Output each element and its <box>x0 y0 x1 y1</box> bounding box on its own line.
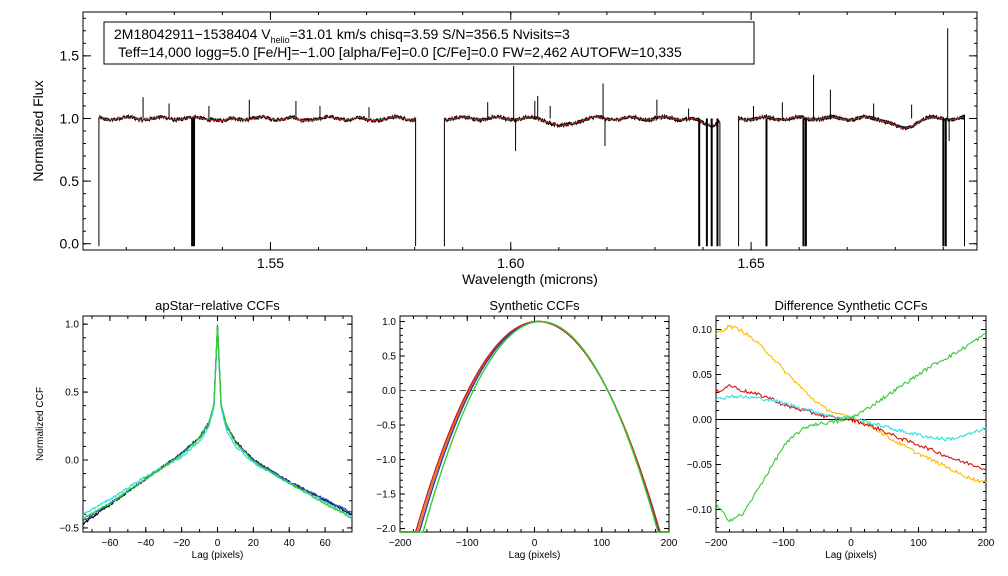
synthetic-ccf-visit-2 <box>400 320 669 533</box>
x-tick-label: 1.55 <box>257 255 284 271</box>
x-tick-label: 1.60 <box>497 255 524 271</box>
spectrum-data-chip-1 <box>98 113 417 247</box>
plot-frame <box>715 315 987 533</box>
x-axis-label: Lag (pixels) <box>192 550 244 561</box>
x-tick-label: −40 <box>137 538 154 549</box>
y-tick-label: 0.5 <box>382 352 396 363</box>
panel-title: apStar−relative CCFs <box>155 298 280 313</box>
difference-ccf-panel: −200 −100 0 100 200 −0.10 −0.05 0.00 0.05 0.10 Dif… <box>687 298 995 561</box>
synthetic-ccf-combined <box>400 320 669 533</box>
y-tick-label: −2.0 <box>376 524 396 535</box>
x-tick-label: 0 <box>215 538 221 549</box>
x-tick-label: 1.65 <box>737 255 764 271</box>
x-tick-label: 100 <box>910 538 927 549</box>
y-tick-label: −0.10 <box>687 505 713 516</box>
x-tick-label: 0 <box>848 538 854 549</box>
ccf-series-visit-3 <box>82 330 353 518</box>
y-tick-label: 0.0 <box>382 386 396 397</box>
y-tick-label: 1.0 <box>60 110 80 126</box>
spectrum-model-chip-3 <box>738 116 965 129</box>
x-axis-label: Wavelength (microns) <box>462 271 598 287</box>
x-axis-label: Lag (pixels) <box>509 550 561 561</box>
y-tick-label: 0.10 <box>693 325 713 336</box>
x-axis-label: Lag (pixels) <box>825 550 877 561</box>
spectrum-panel: 1.55 1.60 1.65 0.0 0.5 1.0 1.5 Wavelength (micr… <box>30 11 978 287</box>
x-tick-label: −100 <box>772 538 795 549</box>
x-tick-label: −100 <box>456 538 479 549</box>
x-tick-label: 200 <box>978 538 995 549</box>
info-box <box>103 21 755 65</box>
y-tick-label: −1.5 <box>376 490 396 501</box>
ccf-series-combined <box>82 324 353 520</box>
synthetic-ccf-panel: −200 −100 0 100 200 −2.0 −1.5 −1.0 −0.5 0.0 0.5 1.0… <box>376 298 678 561</box>
x-tick-label: 40 <box>284 538 296 549</box>
x-tick-label: −60 <box>101 538 118 549</box>
y-tick-label: 0.05 <box>693 370 713 381</box>
info-line-2: Teff=14,000 logg=5.0 [Fe/H]=−1.00 [alpha… <box>118 44 682 60</box>
y-tick-label: −1.0 <box>376 455 396 466</box>
x-tick-label: 20 <box>248 538 260 549</box>
y-tick-label: −0.5 <box>59 523 79 534</box>
y-tick-label: 1.0 <box>382 317 396 328</box>
x-tick-label: 0 <box>532 538 538 549</box>
x-tick-label: −20 <box>173 538 190 549</box>
x-tick-label: 100 <box>593 538 610 549</box>
y-axis-label: Normalized CCF <box>35 387 46 461</box>
apstar-ccf-panel: −60 −40 −20 0 20 40 60 −0.5 0.0 0.5 1.0 apStar−rela… <box>35 298 353 561</box>
info-parameters: =31.01 km/s chisq=3.59 S/N=356.5 Nvisits… <box>290 26 570 42</box>
spectrum-model-chip-2 <box>444 116 721 127</box>
info-line-1: 2M18042911−1538404 Vhelio=31.01 km/s chi… <box>114 26 570 45</box>
x-tick-label: 60 <box>320 538 332 549</box>
x-tick-label: −200 <box>705 538 728 549</box>
y-tick-label: 0.5 <box>60 173 80 189</box>
y-tick-label: 0.5 <box>65 388 79 399</box>
y-tick-label: 1.0 <box>65 320 79 331</box>
info-star-id: 2M18042911−1538404 V <box>114 26 271 42</box>
y-tick-label: 0.00 <box>693 415 713 426</box>
spectrum-model-chip-1 <box>98 116 416 122</box>
y-tick-label: 0.0 <box>65 456 79 467</box>
spectrum-data-chip-2 <box>443 113 721 247</box>
y-axis-label: Normalized Flux <box>30 80 46 181</box>
y-tick-label: −0.5 <box>376 421 396 432</box>
y-tick-label: 1.5 <box>60 48 80 64</box>
y-tick-label: 0.0 <box>60 236 80 252</box>
synthetic-ccf-visit-1 <box>400 320 669 533</box>
y-tick-label: −0.05 <box>687 460 713 471</box>
x-tick-label: 200 <box>661 538 678 549</box>
synthetic-ccf-visit-3 <box>400 320 669 533</box>
panel-title: Difference Synthetic CCFs <box>775 298 928 313</box>
panel-title: Synthetic CCFs <box>489 298 580 313</box>
difference-ccf-orange <box>715 323 987 484</box>
plot-frame <box>82 315 353 533</box>
x-tick-label: −200 <box>389 538 412 549</box>
info-vhelio-subscript: helio <box>271 35 290 45</box>
plot-frame <box>399 315 670 533</box>
spectrum-data-chip-3 <box>738 113 965 247</box>
difference-ccf-green <box>715 333 987 523</box>
